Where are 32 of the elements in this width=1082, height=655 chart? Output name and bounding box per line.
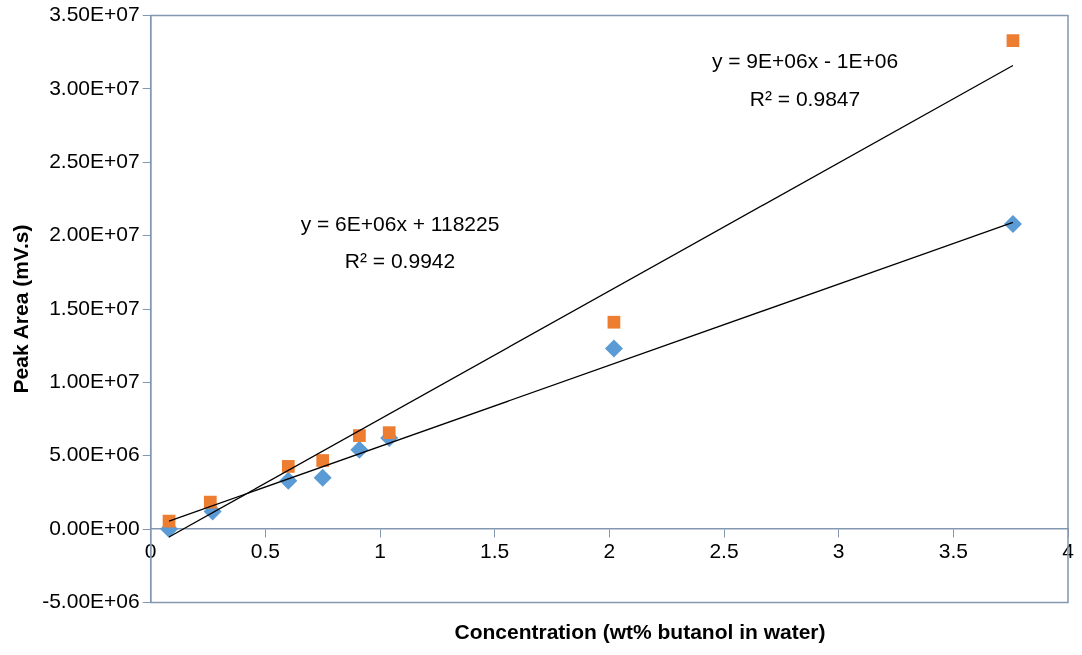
y-axis-title: Peak Area (mV.s) — [9, 224, 33, 394]
annotation: R² = 0.9847 — [749, 86, 861, 110]
point — [313, 468, 332, 487]
x-tick-label: 4 — [1062, 539, 1075, 563]
y-tick-label: 1.00E+07 — [49, 369, 140, 393]
x-tick-label: 3 — [832, 539, 845, 563]
point — [1006, 34, 1020, 47]
y-tick-label: -5.00E+06 — [42, 589, 140, 613]
x-tick-label: 2 — [603, 539, 616, 563]
x-tick-label: 1 — [374, 539, 386, 563]
x-tick-label: 3.5 — [938, 539, 968, 563]
point — [350, 440, 369, 459]
y-tick-label: 1.50E+07 — [49, 295, 140, 319]
point — [604, 339, 623, 358]
y-tick-label: 0.00E+00 — [49, 515, 140, 539]
y-tick-label: 3.50E+07 — [49, 2, 140, 26]
x-axis-title: Concentration (wt% butanol in water) — [453, 620, 827, 644]
y-tick-label: 2.00E+07 — [49, 222, 140, 246]
y-tick-label: 2.50E+07 — [49, 149, 140, 173]
y-tick-label: 5.00E+06 — [49, 442, 140, 466]
x-tick-label: 2.5 — [709, 539, 739, 563]
point — [607, 315, 621, 329]
annotation: y = 9E+06x - 1E+06 — [711, 48, 899, 72]
point — [1003, 214, 1022, 233]
point — [353, 429, 366, 442]
y-tick-label: 3.00E+07 — [49, 75, 140, 99]
point — [382, 426, 396, 440]
annotation: R² = 0.9942 — [344, 248, 456, 272]
point — [316, 454, 330, 467]
x-tick-label: 1.5 — [480, 539, 510, 563]
annotation: y = 6E+06x + 118225 — [300, 211, 500, 235]
x-tick-label: 0.5 — [250, 539, 280, 563]
